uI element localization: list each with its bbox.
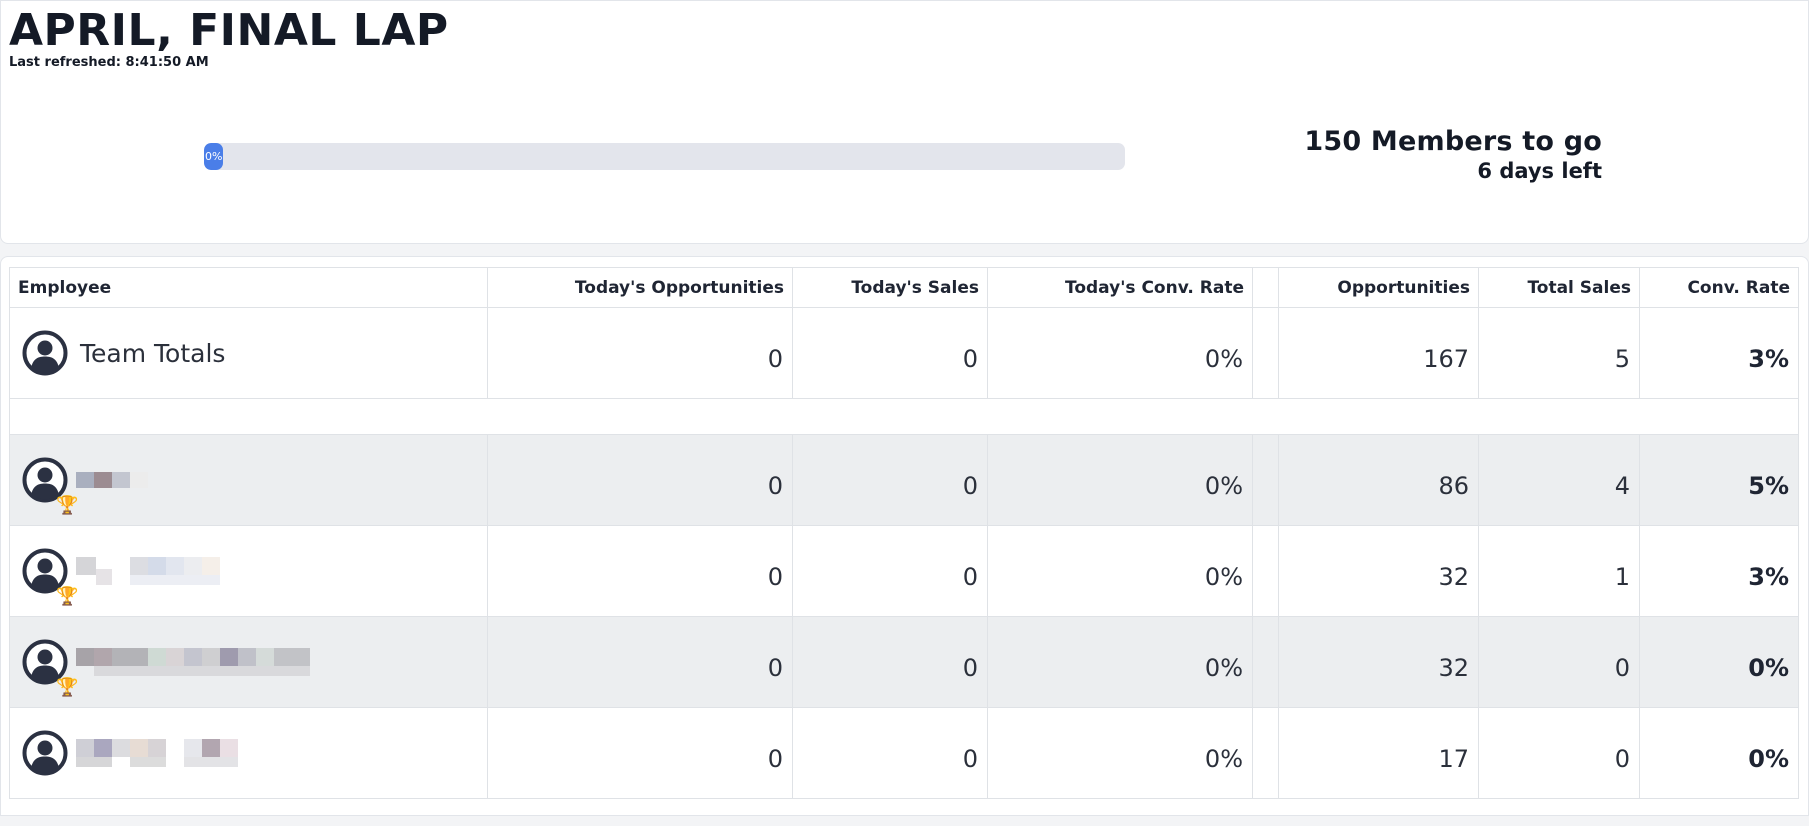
todays-sales-cell: 0 (792, 434, 988, 526)
user-avatar-icon: 🏆 (22, 639, 78, 697)
goal-progress-bar: 0% (204, 143, 1125, 170)
members-to-go: 150 Members to go (1304, 126, 1602, 157)
user-avatar-icon (22, 730, 68, 776)
silver-trophy-icon: 🏆 (56, 586, 79, 607)
gap-cell (1252, 307, 1279, 399)
bronze-trophy-icon: 🏆 (56, 677, 79, 698)
team-totals-label: Team Totals (80, 338, 226, 368)
user-avatar-icon (22, 330, 68, 376)
days-left: 6 days left (1477, 159, 1602, 183)
conv-rate-cell: 5% (1639, 434, 1799, 526)
column-header-gap (1252, 267, 1279, 308)
column-header-todays-opportunities[interactable]: Today's Opportunities (487, 267, 793, 308)
page-title: APRIL, FINAL LAP (9, 5, 449, 56)
conv-rate-cell: 0% (1639, 707, 1799, 799)
header-card: APRIL, FINAL LAP Last refreshed: 8:41:50… (0, 0, 1809, 244)
team-totals-row: Team Totals 0 0 0% 167 5 3% (9, 307, 1799, 399)
goal-progress-fill: 0% (204, 143, 223, 170)
todays-conv-rate-cell: 0% (987, 434, 1253, 526)
table-row: 🏆 0 0 0% 32 1 3% (9, 525, 1799, 617)
todays-conv-rate-cell: 0% (987, 307, 1253, 399)
todays-opportunities-cell: 0 (487, 707, 793, 799)
redacted-employee-name (76, 739, 252, 767)
employee-cell: 🏆 (9, 434, 488, 526)
total-sales-cell: 5 (1478, 307, 1640, 399)
gold-trophy-icon: 🏆 (56, 495, 79, 516)
table-header-row: Employee Today's Opportunities Today's S… (9, 267, 1799, 308)
column-header-conv-rate[interactable]: Conv. Rate (1639, 267, 1799, 308)
employee-cell: Team Totals (9, 307, 488, 399)
gap-cell (1252, 434, 1279, 526)
conv-rate-cell: 3% (1639, 525, 1799, 617)
last-refreshed-label: Last refreshed: (9, 55, 121, 70)
redacted-employee-name (76, 557, 236, 585)
todays-opportunities-cell: 0 (487, 307, 793, 399)
todays-conv-rate-cell: 0% (987, 525, 1253, 617)
gap-cell (1252, 616, 1279, 708)
last-refreshed: Last refreshed: 8:41:50 AM (9, 55, 209, 70)
column-header-todays-sales[interactable]: Today's Sales (792, 267, 988, 308)
leaderboard-card: Employee Today's Opportunities Today's S… (0, 256, 1809, 816)
user-avatar-icon: 🏆 (22, 457, 78, 515)
employee-cell: 🏆 (9, 616, 488, 708)
employee-cell: 🏆 (9, 525, 488, 617)
column-header-todays-conv-rate[interactable]: Today's Conv. Rate (987, 267, 1253, 308)
spacer-row (9, 398, 1799, 435)
todays-sales-cell: 0 (792, 525, 988, 617)
column-header-total-sales[interactable]: Total Sales (1478, 267, 1640, 308)
todays-sales-cell: 0 (792, 707, 988, 799)
gap-cell (1252, 525, 1279, 617)
redacted-employee-name (76, 648, 324, 676)
redacted-employee-name (76, 466, 148, 494)
gap-cell (1252, 707, 1279, 799)
total-sales-cell: 1 (1478, 525, 1640, 617)
todays-sales-cell: 0 (792, 307, 988, 399)
todays-sales-cell: 0 (792, 616, 988, 708)
leaderboard-table: Employee Today's Opportunities Today's S… (9, 267, 1799, 799)
total-sales-cell: 0 (1478, 707, 1640, 799)
goal-summary: 150 Members to go 6 days left (1304, 126, 1602, 183)
last-refreshed-time: 8:41:50 AM (125, 55, 209, 70)
total-sales-cell: 4 (1478, 434, 1640, 526)
todays-conv-rate-cell: 0% (987, 707, 1253, 799)
conv-rate-cell: 0% (1639, 616, 1799, 708)
column-header-opportunities[interactable]: Opportunities (1278, 267, 1479, 308)
todays-opportunities-cell: 0 (487, 525, 793, 617)
opportunities-cell: 86 (1278, 434, 1479, 526)
conv-rate-cell: 3% (1639, 307, 1799, 399)
todays-opportunities-cell: 0 (487, 434, 793, 526)
employee-cell (9, 707, 488, 799)
opportunities-cell: 167 (1278, 307, 1479, 399)
column-header-employee[interactable]: Employee (9, 267, 488, 308)
table-row: 🏆 0 0 0% 86 4 5% (9, 434, 1799, 526)
todays-opportunities-cell: 0 (487, 616, 793, 708)
opportunities-cell: 32 (1278, 525, 1479, 617)
todays-conv-rate-cell: 0% (987, 616, 1253, 708)
user-avatar-icon: 🏆 (22, 548, 78, 606)
opportunities-cell: 32 (1278, 616, 1479, 708)
table-row: 🏆 0 0 0% 32 0 0% (9, 616, 1799, 708)
table-row: 0 0 0% 17 0 0% (9, 707, 1799, 799)
total-sales-cell: 0 (1478, 616, 1640, 708)
opportunities-cell: 17 (1278, 707, 1479, 799)
